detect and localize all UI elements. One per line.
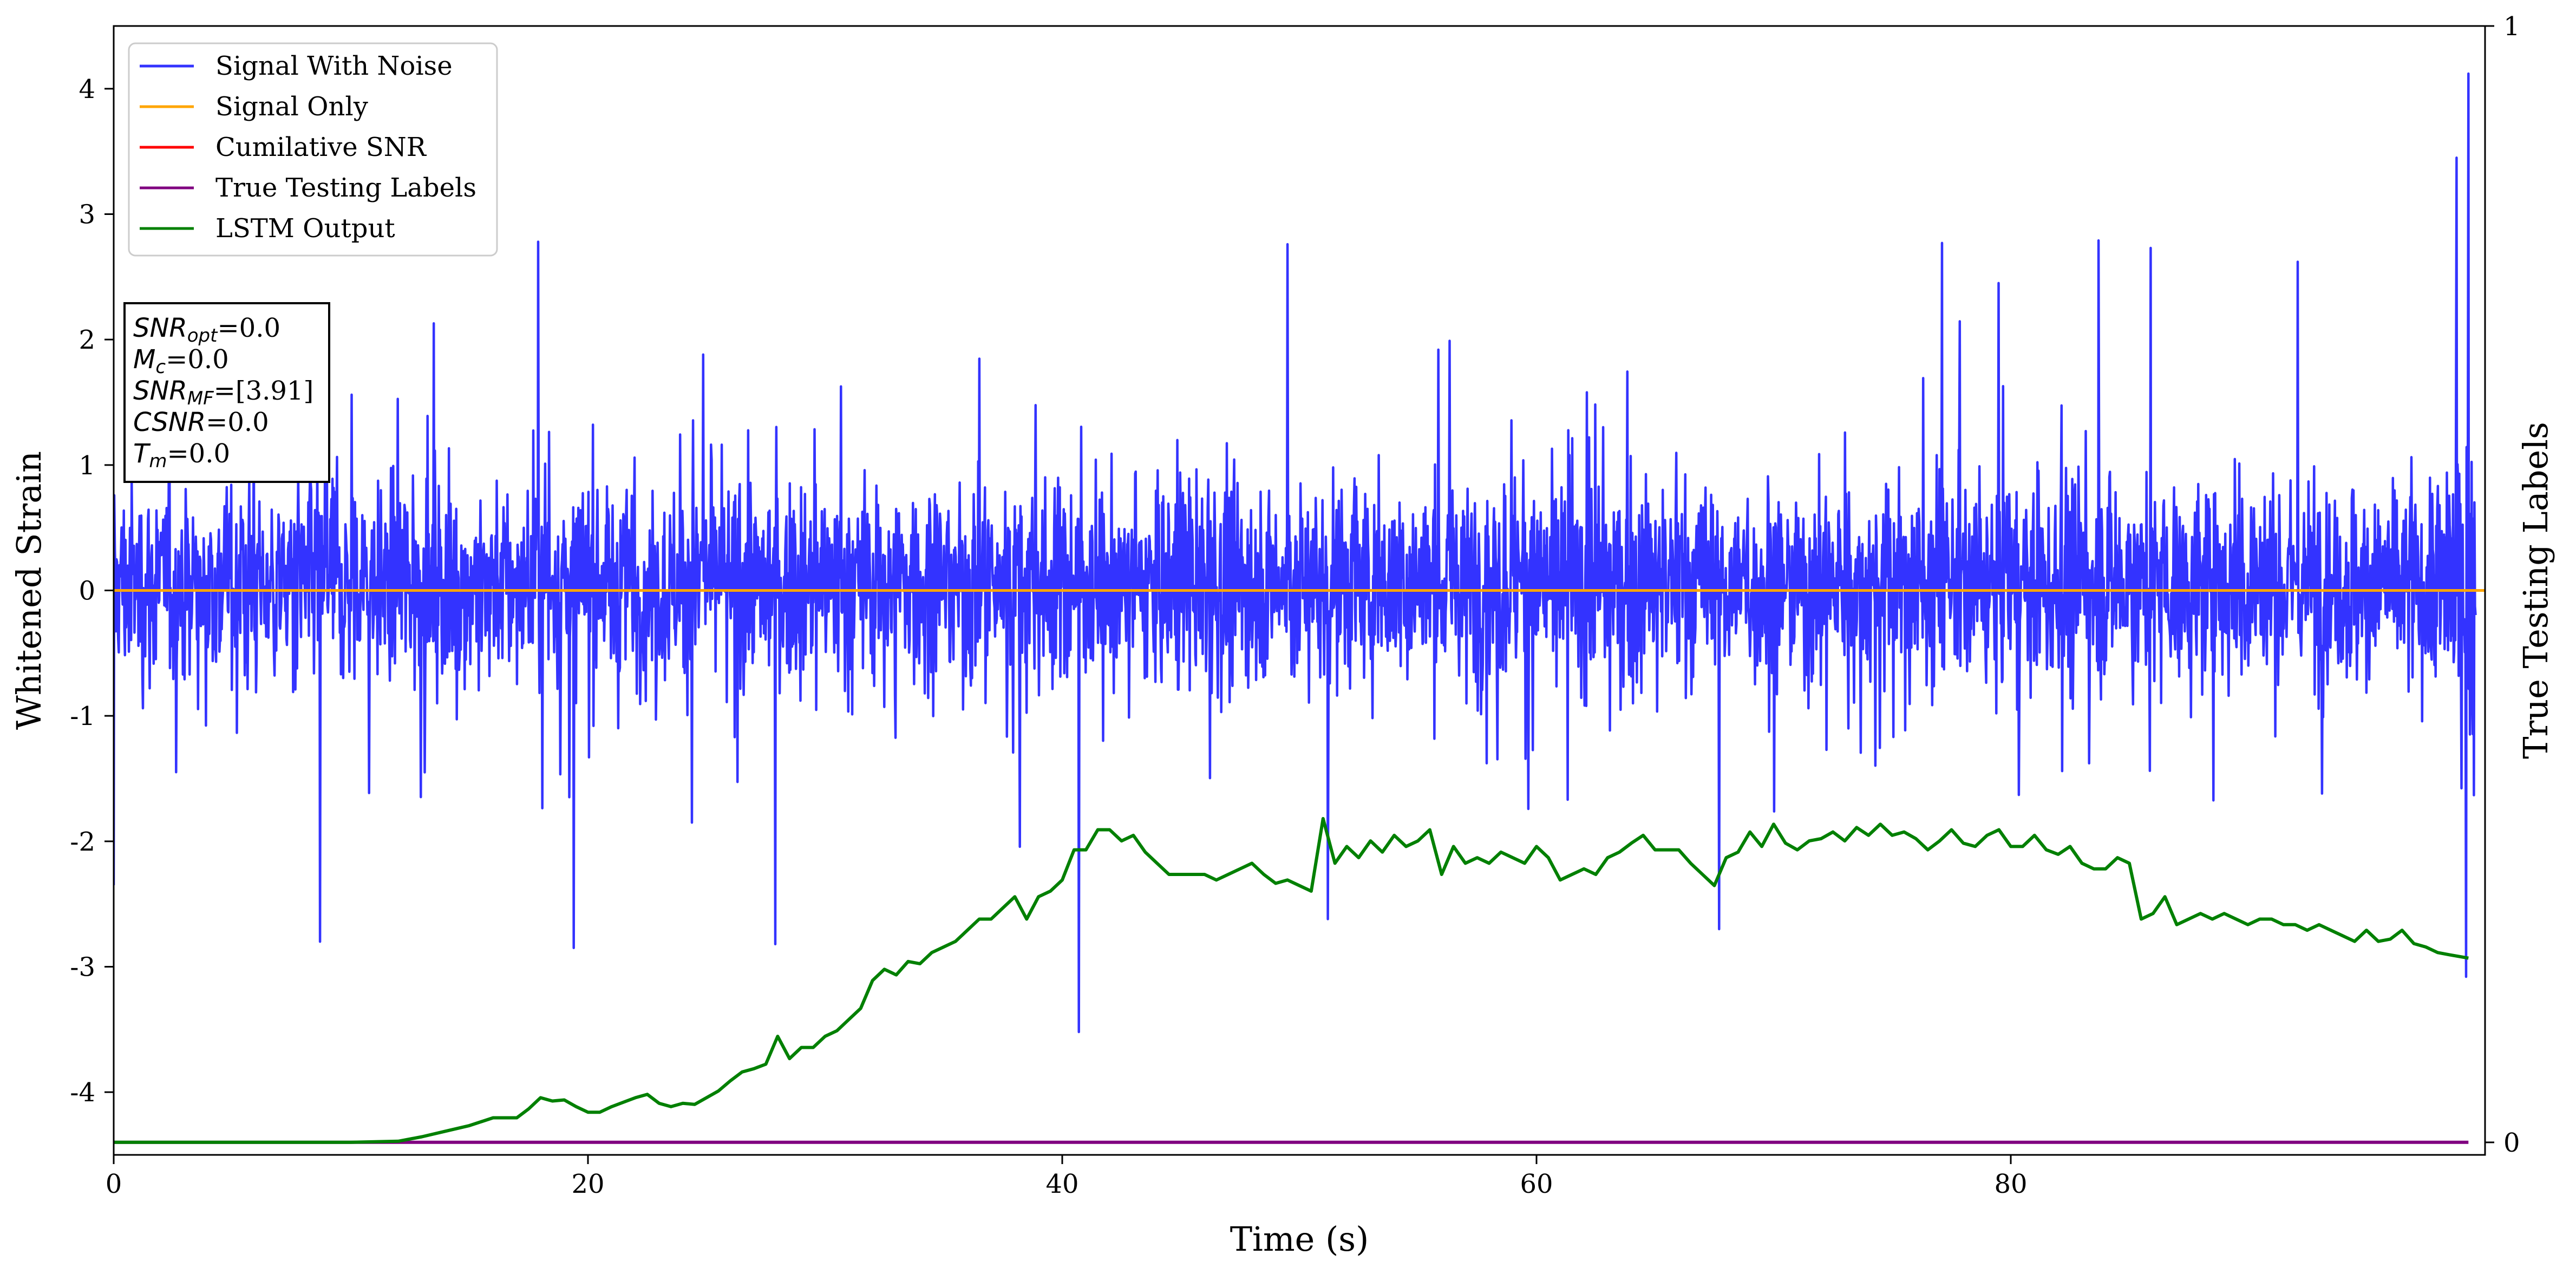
y-tick-label: 1 [79,450,95,481]
y-tick-label: 0 [79,576,95,606]
x-tick-label: 60 [1520,1169,1553,1199]
y-tick-label: 3 [79,200,95,230]
annotation-value: =0.0 [206,407,269,437]
legend-label: Cumilative SNR [215,132,427,162]
legend-label: LSTM Output [215,213,395,244]
y-tick-label: 2 [79,325,95,355]
series-line-lstm-output [114,816,2469,1144]
annotation-box: SNRopt=0.0Mc=0.0SNRMF=[3.91]CSNR=0.0Tm=0… [123,302,330,483]
legend-label: Signal Only [215,92,368,122]
y-tick-label: 4 [79,74,95,104]
annotation-frame [123,302,330,483]
annotation-subscript: opt [187,325,218,347]
annotation-subscript: m [149,450,167,472]
legend: Signal With Noise Signal Only Cumilative S… [128,42,498,257]
annotation-symbol: SNR [133,376,187,406]
annotation-line: Tm=0.0 [133,439,230,472]
annotation-value: =0.0 [166,344,229,375]
annotation-line: SNRMF=[3.91] [133,376,313,409]
annotation-value: =0.0 [217,313,280,343]
x-tick-label: 0 [106,1169,122,1199]
annotation-symbol: T [133,439,151,469]
y-tick-label: -3 [70,952,95,983]
annotation-symbol: CSNR [133,407,206,437]
series-group [114,72,2485,1144]
x-tick-label: 80 [1994,1169,2027,1199]
legend-box [128,42,498,257]
series-line-signal-with-noise [114,72,2477,1034]
y-tick-label-right: 0 [2503,1128,2520,1158]
annotation-line: Mc=0.0 [133,344,229,378]
annotation-value: =0.0 [167,439,230,469]
annotation-symbol: SNR [133,313,187,343]
legend-label: True Testing Labels [215,173,476,203]
y-tick-label: -2 [70,827,95,857]
annotation-line: SNRopt=0.0 [133,313,280,347]
x-tick-label: 20 [571,1169,604,1199]
y-tick-label-right: 1 [2503,11,2520,42]
annotation-value: =[3.91] [214,376,314,406]
plot-area [114,72,2485,1144]
y-tick-label: -4 [70,1077,95,1108]
x-axis-label: Time (s) [1230,1219,1369,1259]
y-axis-label: Whitened Strain [9,451,49,730]
x-tick-label: 40 [1045,1169,1078,1199]
annotation-subscript: MF [187,388,214,409]
y-axis-label-right: True Testing Labels [2516,422,2555,759]
y-tick-label: -1 [70,701,95,731]
annotation-line: CSNR=0.0 [133,407,269,437]
legend-label: Signal With Noise [215,51,453,81]
annotation-subscript: c [155,356,166,378]
annotation-symbol: M [133,344,155,375]
